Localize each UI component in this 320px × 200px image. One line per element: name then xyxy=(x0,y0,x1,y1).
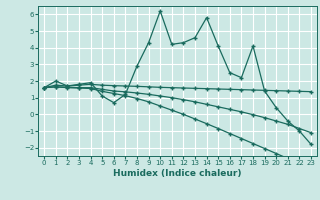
X-axis label: Humidex (Indice chaleur): Humidex (Indice chaleur) xyxy=(113,169,242,178)
